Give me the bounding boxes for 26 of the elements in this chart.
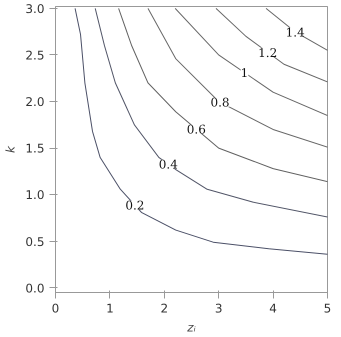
x-tick-label: 0 xyxy=(52,302,60,316)
series-label: 0.6 xyxy=(186,122,206,137)
y-tick-label: 3.0 xyxy=(25,2,45,16)
y-tick-label: 2.5 xyxy=(25,48,45,62)
line-series xyxy=(94,8,328,218)
x-tick-label: 5 xyxy=(324,302,332,316)
line-series xyxy=(215,8,328,82)
y-axis-title: k xyxy=(3,144,18,153)
series-label: 1 xyxy=(240,66,248,80)
x-tick-label: 4 xyxy=(269,302,277,316)
y-tick-label: 0.0 xyxy=(25,281,45,296)
y-tick-label: 0.5 xyxy=(25,234,45,249)
line-series xyxy=(118,8,328,182)
line-series xyxy=(147,8,328,148)
series-label: 1.2 xyxy=(258,46,278,60)
series-label: 0.4 xyxy=(158,158,178,172)
y-tick-label: 1.5 xyxy=(25,142,45,156)
line-series xyxy=(174,8,328,116)
series-label: 0.2 xyxy=(125,198,144,213)
x-tick-label: 3 xyxy=(214,302,223,316)
x-tick-label: 2 xyxy=(160,302,168,316)
x-axis-title: zᵢ xyxy=(186,320,196,334)
x-tick-label: 1 xyxy=(106,302,114,316)
y-tick-label: 2.0 xyxy=(25,95,45,110)
line-series xyxy=(74,8,328,255)
y-tick-label: 1.0 xyxy=(25,188,45,202)
